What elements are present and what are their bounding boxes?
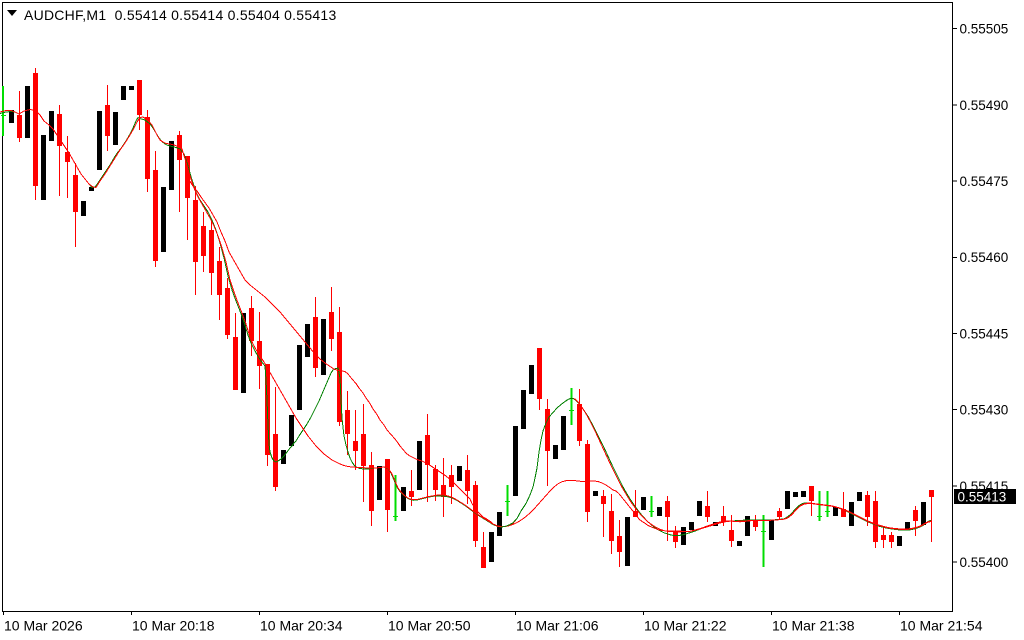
svg-text:10 Mar 21:54: 10 Mar 21:54: [900, 618, 983, 634]
svg-text:0.55430: 0.55430: [960, 403, 1009, 418]
svg-text:0.55445: 0.55445: [960, 326, 1009, 341]
svg-text:10 Mar 20:34: 10 Mar 20:34: [260, 618, 343, 634]
svg-text:0.55400: 0.55400: [960, 555, 1009, 570]
svg-text:10 Mar 2026: 10 Mar 2026: [4, 618, 83, 634]
svg-text:0.55413: 0.55413: [958, 489, 1007, 504]
svg-text:0.55505: 0.55505: [960, 22, 1009, 37]
svg-text:10 Mar 21:06: 10 Mar 21:06: [516, 618, 599, 634]
svg-text:AUDCHF,M1 0.55414 0.55414 0.5: AUDCHF,M1 0.55414 0.55414 0.55404 0.5541…: [24, 7, 337, 23]
svg-text:0.55460: 0.55460: [960, 250, 1009, 265]
svg-text:10 Mar 21:38: 10 Mar 21:38: [772, 618, 855, 634]
svg-text:0.55490: 0.55490: [960, 98, 1009, 113]
svg-text:10 Mar 20:50: 10 Mar 20:50: [388, 618, 471, 634]
svg-text:10 Mar 21:22: 10 Mar 21:22: [644, 618, 727, 634]
svg-text:10 Mar 20:18: 10 Mar 20:18: [132, 618, 215, 634]
svg-text:0.55475: 0.55475: [960, 174, 1009, 189]
